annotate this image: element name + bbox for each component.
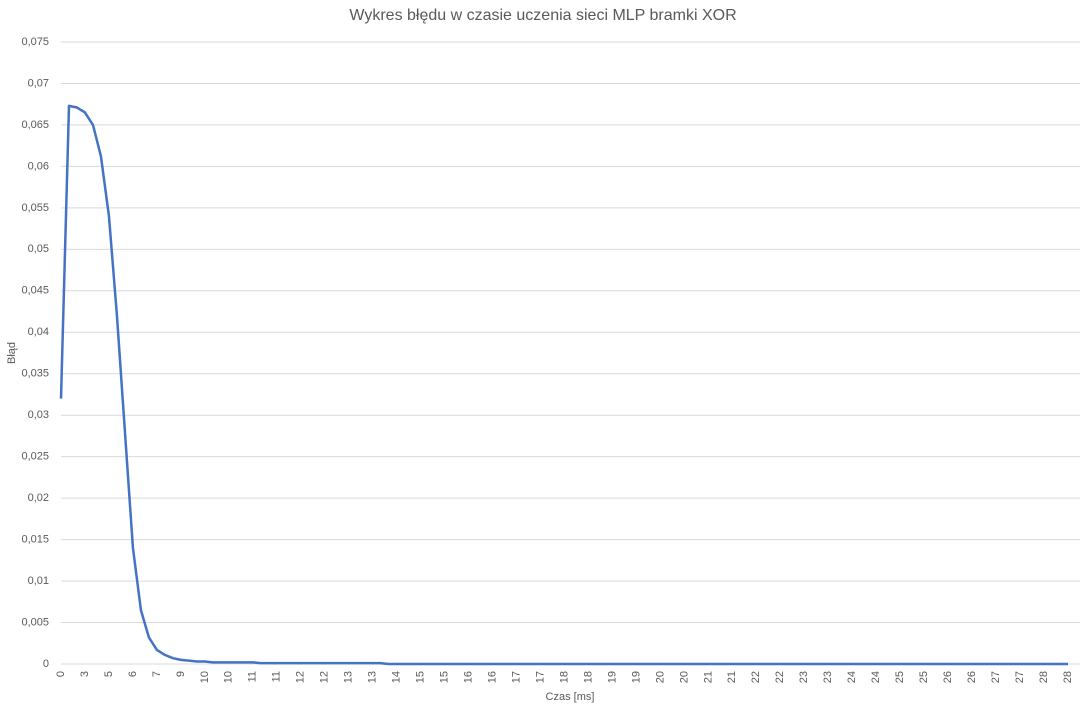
y-tick-label: 0 (43, 658, 49, 670)
x-tick-label: 7 (151, 671, 163, 677)
x-tick-label: 13 (343, 671, 355, 683)
x-tick-label: 18 (582, 671, 594, 683)
x-tick-label: 20 (654, 671, 666, 683)
x-tick-label: 17 (534, 671, 546, 683)
x-tick-label: 17 (510, 671, 522, 683)
y-tick-label: 0,02 (28, 492, 49, 504)
x-tick-label: 23 (798, 671, 810, 683)
x-tick-label: 23 (822, 671, 834, 683)
x-tick-label: 20 (678, 671, 690, 683)
x-tick-label: 3 (79, 671, 91, 677)
x-tick-label: 10 (223, 671, 235, 683)
chart-title: Wykres błędu w czasie uczenia sieci MLP … (349, 7, 736, 24)
x-tick-label: 15 (415, 671, 427, 683)
y-tick-label: 0,065 (21, 119, 49, 131)
x-tick-label: 13 (367, 671, 379, 683)
y-tick-label: 0,01 (28, 575, 49, 587)
x-tick-label: 6 (127, 671, 139, 677)
x-tick-label: 16 (486, 671, 498, 683)
x-tick-label: 24 (846, 671, 858, 683)
x-tick-label: 14 (391, 671, 403, 683)
x-tick-label: 11 (271, 671, 283, 682)
x-tick-label: 12 (295, 671, 307, 683)
x-tick-label: 18 (558, 671, 570, 683)
x-tick-label: 25 (894, 671, 906, 683)
x-tick-label: 5 (103, 671, 115, 677)
y-tick-label: 0,05 (28, 243, 49, 255)
y-axis-title: Błąd (6, 342, 18, 364)
x-tick-label: 27 (1014, 671, 1026, 683)
x-tick-label: 15 (439, 671, 451, 683)
x-tick-label: 22 (774, 671, 786, 683)
x-tick-label: 0 (55, 671, 67, 677)
y-tick-label: 0,07 (28, 77, 49, 89)
x-tick-label: 22 (750, 671, 762, 683)
y-tick-label: 0,06 (28, 160, 49, 172)
x-tick-label: 27 (990, 671, 1002, 683)
x-tick-label: 9 (175, 671, 187, 677)
y-tick-label: 0,025 (21, 451, 49, 463)
x-tick-label: 12 (319, 671, 331, 683)
y-tick-label: 0,04 (28, 326, 49, 338)
x-tick-label: 16 (463, 671, 475, 683)
x-tick-label: 24 (870, 671, 882, 683)
y-tick-label: 0,045 (21, 285, 49, 297)
x-tick-label: 19 (630, 671, 642, 683)
x-tick-label: 21 (726, 671, 738, 683)
y-tick-label: 0,035 (21, 368, 49, 380)
x-tick-label: 19 (606, 671, 618, 683)
x-axis-title: Czas [ms] (546, 691, 595, 703)
x-tick-label: 25 (918, 671, 930, 683)
y-tick-label: 0,015 (21, 534, 49, 546)
y-tick-label: 0,005 (21, 616, 49, 628)
x-tick-label: 26 (942, 671, 954, 683)
y-tick-label: 0,03 (28, 409, 49, 421)
y-tick-label: 0,075 (21, 36, 49, 48)
x-tick-label: 21 (702, 671, 714, 683)
y-tick-label: 0,055 (21, 202, 49, 214)
line-series (59, 104, 1068, 666)
x-tick-label: 28 (1038, 671, 1050, 683)
x-tick-label: 10 (199, 671, 211, 683)
x-tick-label: 28 (1062, 671, 1074, 683)
x-tick-label: 11 (247, 671, 259, 682)
x-tick-label: 26 (966, 671, 978, 683)
